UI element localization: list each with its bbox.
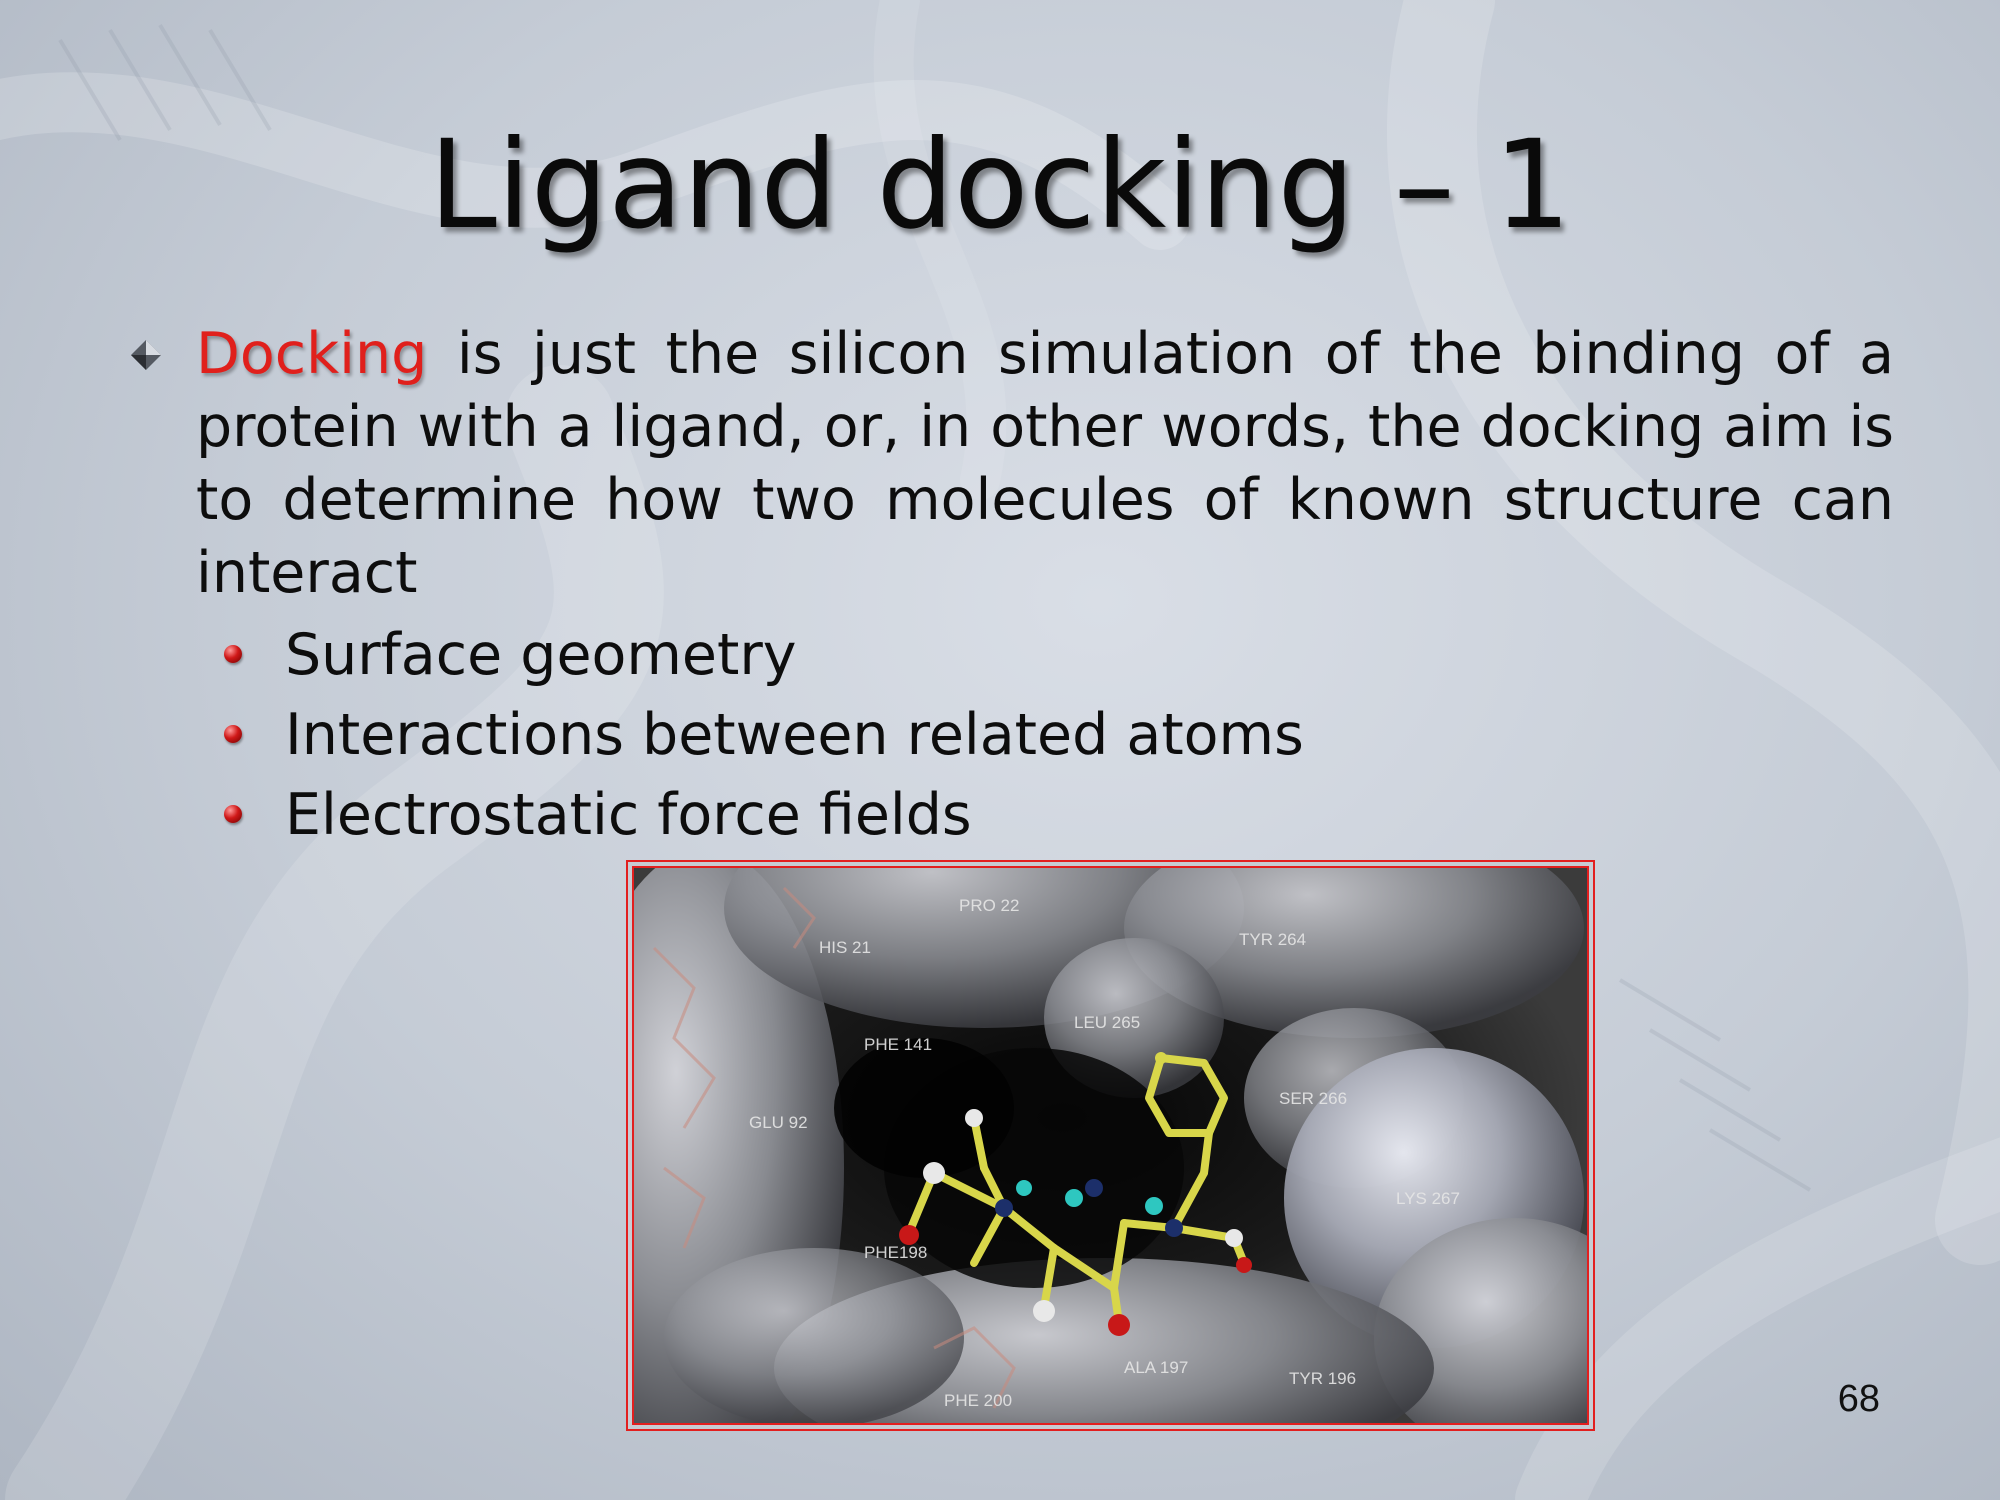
red-sphere-bullet-icon (224, 725, 242, 743)
red-sphere-bullet-icon (224, 645, 242, 663)
sub-bullet-text: Interactions between related atoms (285, 702, 1304, 768)
docking-figure: PRO 22 HIS 21 TYR 264 LEU 265 PHE 141 SE… (626, 860, 1595, 1431)
residue-label: PHE198 (864, 1243, 927, 1262)
diamond-bullet-icon (129, 338, 163, 372)
residue-label: TYR 264 (1239, 930, 1306, 949)
residue-label: TYR 196 (1289, 1369, 1356, 1388)
residue-label: LYS 267 (1396, 1189, 1460, 1208)
sub-bullet-item: Surface geometry (220, 615, 1304, 695)
page-number: 68 (1800, 1378, 1880, 1421)
slide-title: Ligand docking – 1 (0, 118, 2000, 252)
residue-label: SER 266 (1279, 1089, 1347, 1108)
sub-bullet-text: Electrostatic force fields (285, 782, 972, 848)
sub-bullet-list: Surface geometry Interactions between re… (220, 615, 1304, 855)
protein-ligand-render: PRO 22 HIS 21 TYR 264 LEU 265 PHE 141 SE… (634, 868, 1587, 1423)
residue-label: PHE 141 (864, 1035, 932, 1054)
red-sphere-bullet-icon (224, 805, 242, 823)
main-bullet-text: Docking is just the silicon simulation o… (196, 318, 1894, 610)
residue-label: HIS 21 (819, 938, 871, 957)
sub-bullet-text: Surface geometry (285, 622, 797, 688)
residue-label: LEU 265 (1074, 1013, 1140, 1032)
docking-keyword: Docking (196, 321, 427, 387)
sub-bullet-item: Electrostatic force fields (220, 775, 1304, 855)
main-bullet-body: is just the silicon simulation of the bi… (196, 321, 1894, 606)
main-bullet: Docking is just the silicon simulation o… (125, 318, 1900, 610)
residue-label: PRO 22 (959, 896, 1019, 915)
residue-label: GLU 92 (749, 1113, 808, 1132)
residue-label: PHE 200 (944, 1391, 1012, 1410)
residue-label: ALA 197 (1124, 1358, 1188, 1377)
sub-bullet-item: Interactions between related atoms (220, 695, 1304, 775)
